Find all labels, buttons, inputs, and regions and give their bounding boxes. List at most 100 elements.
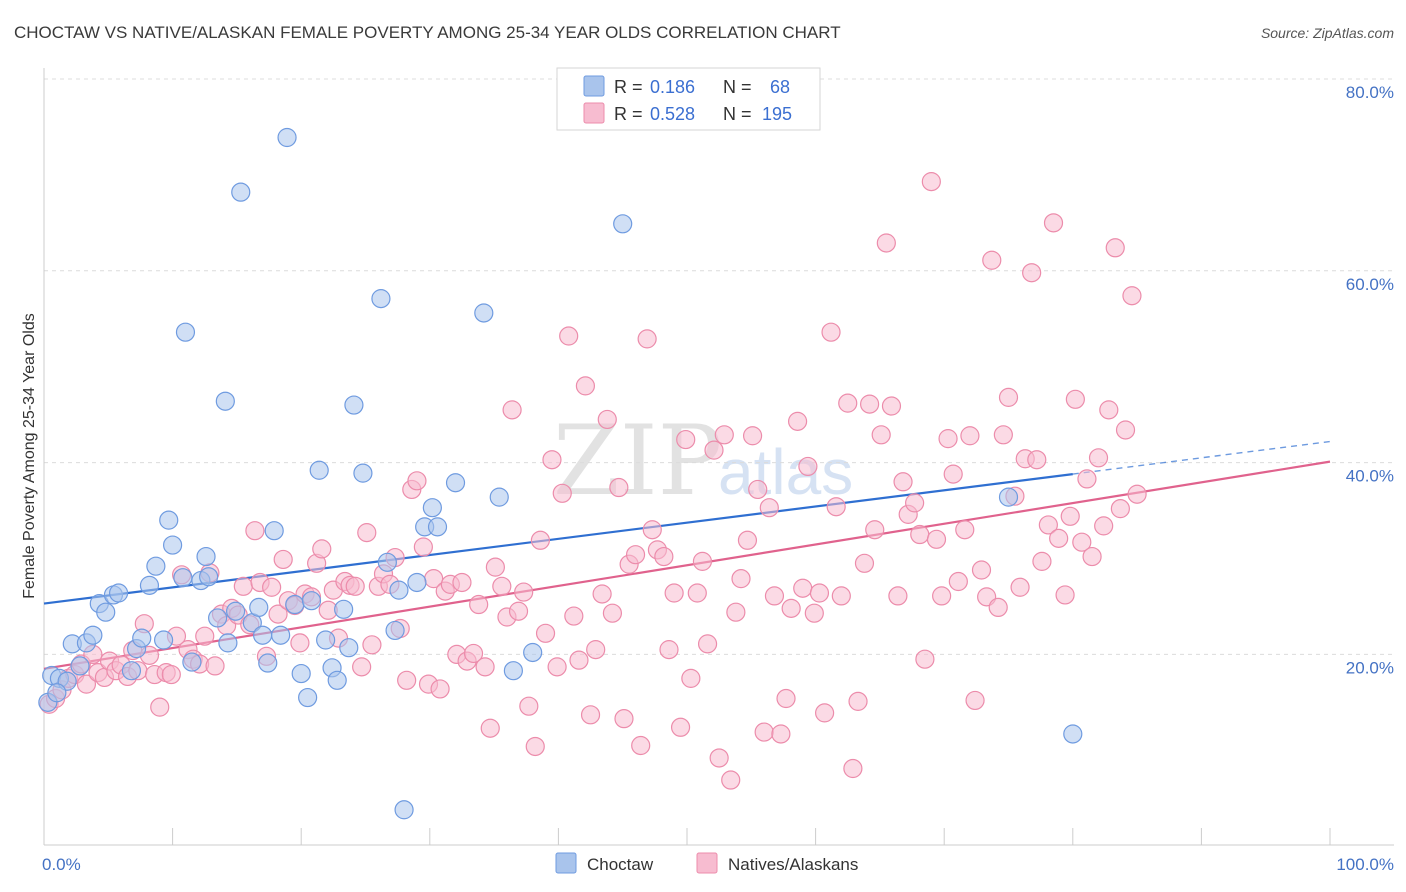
choctaw-point xyxy=(301,591,322,611)
natives-point xyxy=(731,569,751,589)
natives-point xyxy=(1038,515,1058,535)
series-choctaw xyxy=(38,127,1083,820)
natives-point xyxy=(826,497,846,517)
choctaw-point xyxy=(215,391,235,411)
natives-point xyxy=(492,576,512,596)
choctaw-point xyxy=(175,322,196,342)
natives-point xyxy=(664,583,684,603)
natives-point xyxy=(871,425,891,445)
natives-point xyxy=(642,520,662,540)
choctaw-point xyxy=(344,395,364,415)
natives-point xyxy=(452,572,472,593)
natives-point xyxy=(1010,577,1030,597)
natives-point xyxy=(502,400,522,420)
natives-point xyxy=(804,603,824,623)
stats-legend-r-value-natives: 0.528 xyxy=(650,104,695,124)
natives-point xyxy=(637,329,657,349)
choctaw-point xyxy=(353,463,373,483)
choctaw-point xyxy=(407,572,427,593)
natives-point xyxy=(268,604,288,624)
natives-point xyxy=(821,322,841,342)
natives-point xyxy=(965,690,985,711)
series-legend-label-natives: Natives/Alaskans xyxy=(728,855,858,874)
choctaw-point xyxy=(285,594,305,615)
natives-point xyxy=(809,583,830,603)
stats-legend: R = 0.186 N = 68 R = 0.528 N = 195 xyxy=(556,67,821,131)
choctaw-point xyxy=(394,800,414,820)
chart-source: Source: ZipAtlas.com xyxy=(1261,25,1394,41)
y-tick-label-80: 80.0% xyxy=(1346,83,1394,102)
natives-point xyxy=(1088,448,1109,468)
natives-point xyxy=(233,576,253,596)
natives-point xyxy=(1043,213,1064,233)
natives-point xyxy=(943,464,963,484)
natives-point xyxy=(592,584,612,604)
natives-point xyxy=(926,529,947,549)
natives-point xyxy=(1115,420,1136,440)
natives-point xyxy=(525,736,545,757)
natives-point xyxy=(960,426,980,446)
natives-point xyxy=(161,664,181,685)
natives-point xyxy=(742,426,763,446)
y-tick-labels: 20.0% 40.0% 60.0% 80.0% xyxy=(1346,83,1394,677)
choctaw-point xyxy=(199,567,219,587)
natives-point xyxy=(714,425,734,445)
choctaw-point xyxy=(196,546,216,567)
natives-point xyxy=(697,634,718,654)
chart-title: CHOCTAW VS NATIVE/ALASKAN FEMALE POVERTY… xyxy=(14,23,841,42)
series-legend-label-choctaw: Choctaw xyxy=(587,855,654,874)
natives-point xyxy=(670,717,691,737)
natives-point xyxy=(1122,286,1142,306)
natives-point xyxy=(195,626,215,646)
natives-point xyxy=(798,456,818,477)
natives-point xyxy=(955,520,975,540)
choctaw-point xyxy=(427,517,448,537)
choctaw-point xyxy=(445,473,466,493)
choctaw-point xyxy=(163,535,183,555)
watermark-atlas: atlas xyxy=(718,436,853,508)
choctaw-point xyxy=(298,687,318,708)
natives-point xyxy=(564,606,584,626)
series-legend-swatch-natives xyxy=(696,852,718,874)
series-legend-swatch-choctaw xyxy=(555,852,577,874)
choctaw-point xyxy=(226,601,246,621)
choctaw-point xyxy=(218,633,238,653)
y-tick-label-60: 60.0% xyxy=(1346,275,1394,294)
choctaw-point xyxy=(173,568,193,588)
natives-point xyxy=(948,571,968,592)
natives-point xyxy=(1022,263,1042,283)
y-tick-label-40: 40.0% xyxy=(1346,467,1394,486)
natives-point xyxy=(1077,469,1097,489)
natives-point xyxy=(1032,551,1052,571)
natives-point xyxy=(687,583,707,603)
natives-point xyxy=(737,530,758,550)
natives-point xyxy=(430,679,450,699)
choctaw-point xyxy=(291,663,311,684)
series-legend: Choctaw Natives/Alaskans xyxy=(555,852,858,874)
y-tick-label-20: 20.0% xyxy=(1346,658,1394,677)
natives-point xyxy=(631,735,651,756)
choctaw-point xyxy=(422,498,442,518)
choctaw-point xyxy=(231,182,251,202)
choctaw-point xyxy=(377,552,397,572)
natives-point xyxy=(865,520,885,540)
stats-legend-swatch-natives xyxy=(583,102,605,124)
natives-point xyxy=(654,546,674,567)
natives-point xyxy=(625,545,646,565)
natives-point xyxy=(815,703,835,723)
natives-point xyxy=(704,440,724,460)
natives-point xyxy=(485,557,505,577)
stats-legend-r-label-choctaw: R = xyxy=(614,77,643,97)
natives-point xyxy=(245,521,265,541)
natives-point xyxy=(776,688,796,709)
choctaw-point xyxy=(489,487,509,507)
choctaw-point xyxy=(208,608,228,628)
natives-point xyxy=(357,523,377,543)
natives-point xyxy=(362,635,382,655)
natives-point xyxy=(910,524,930,545)
natives-point xyxy=(1099,400,1119,420)
natives-point xyxy=(848,691,868,711)
choctaw-point xyxy=(121,661,142,681)
natives-point xyxy=(535,623,556,643)
natives-point xyxy=(1094,516,1114,536)
